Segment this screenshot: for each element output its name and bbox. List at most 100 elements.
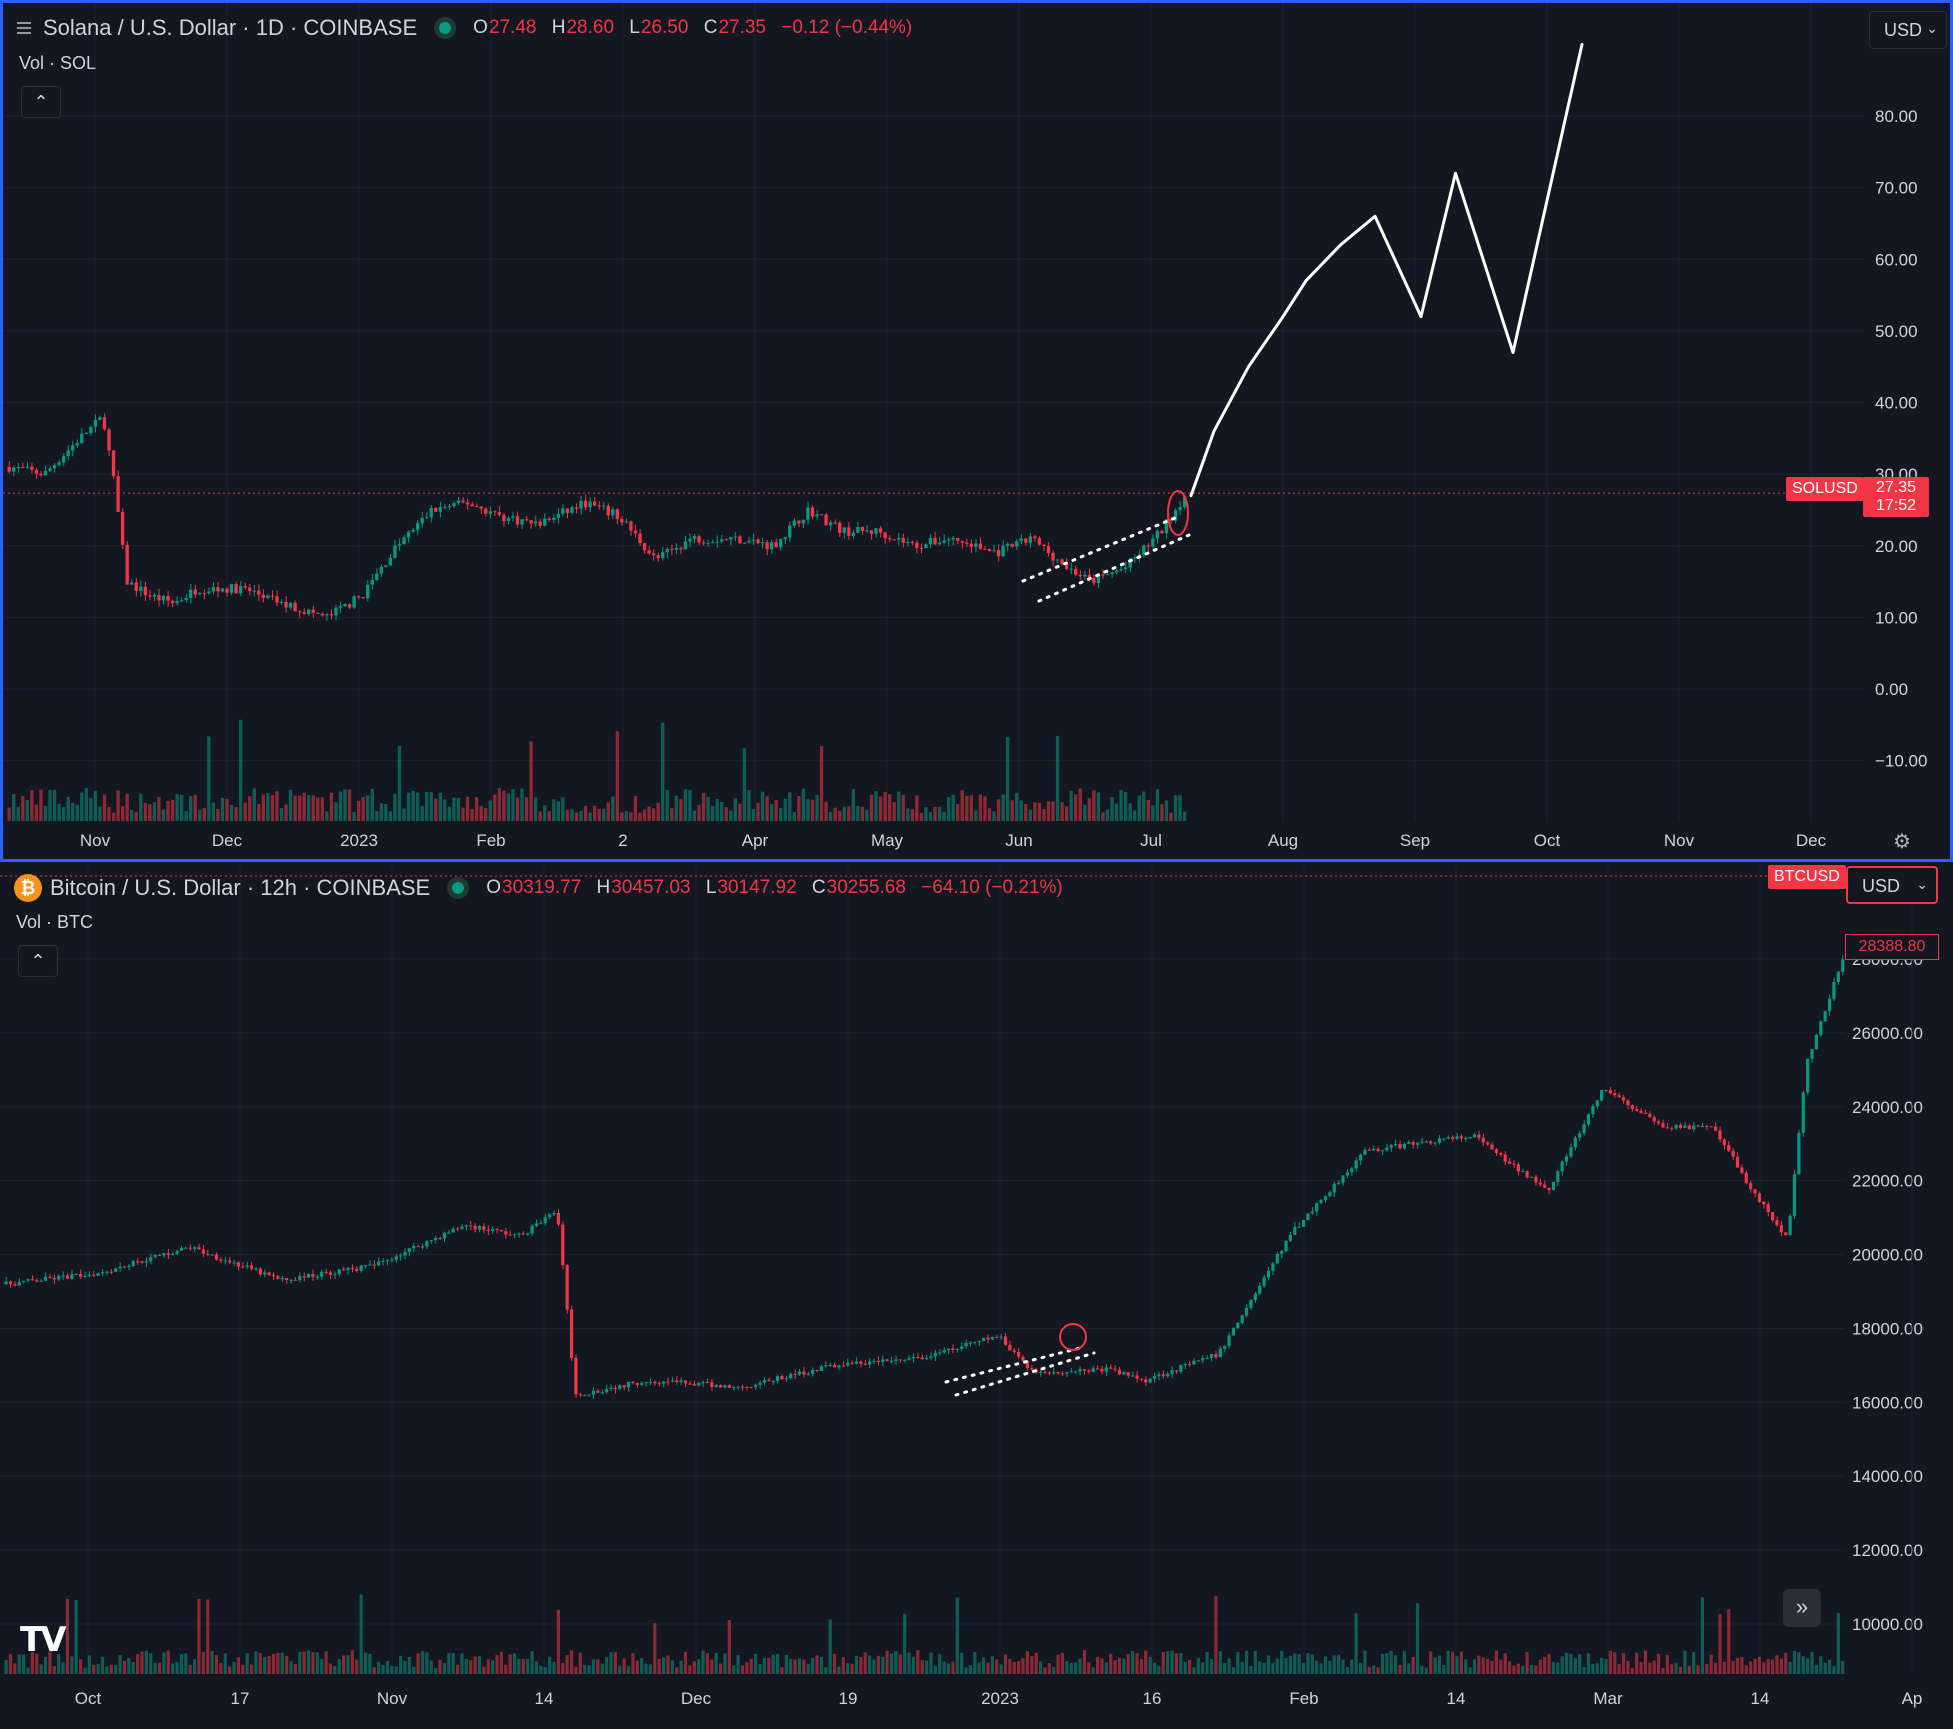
candle-body xyxy=(569,1309,574,1358)
volume-bar xyxy=(760,791,765,821)
volume-bar xyxy=(1105,809,1110,821)
volume-bar xyxy=(1126,1654,1130,1674)
volume-bar xyxy=(504,1664,508,1674)
candle-body xyxy=(1328,1192,1332,1197)
candle-body xyxy=(1060,559,1064,565)
volume-bar xyxy=(26,1667,30,1674)
volume-bar xyxy=(1341,1659,1345,1674)
candle-body xyxy=(883,532,887,539)
bitcoin-symbol-title[interactable]: Bitcoin / U.S. Dollar · 12h · COINBASE xyxy=(50,875,431,900)
solana-symbol-title[interactable]: Solana / U.S. Dollar · 1D · COINBASE xyxy=(43,15,418,40)
volume-bar xyxy=(379,803,383,821)
volume-bar xyxy=(149,1653,153,1674)
volume-bar xyxy=(162,1652,166,1674)
bitcoin-volume-label[interactable]: Vol · BTC xyxy=(16,912,94,932)
candle-body xyxy=(192,1247,197,1249)
volume-bar xyxy=(751,809,756,821)
gear-icon[interactable]: ⚙ xyxy=(1893,831,1911,853)
candle-body xyxy=(39,1280,43,1282)
candle-body xyxy=(399,1255,403,1257)
volume-bar xyxy=(279,808,284,821)
volume-bar xyxy=(48,790,52,821)
x-axis-tick-label: Dec xyxy=(681,1689,712,1708)
volume-bar xyxy=(429,792,433,821)
volume-bar xyxy=(397,745,402,821)
candle-body xyxy=(806,507,810,520)
volume-bar xyxy=(1091,1667,1095,1674)
candle-body xyxy=(969,543,973,547)
candle-body xyxy=(1407,1142,1411,1144)
hamburger-icon[interactable] xyxy=(17,21,33,35)
candle-body xyxy=(802,1371,806,1375)
volume-bar xyxy=(484,807,488,821)
volume-bar xyxy=(552,799,556,821)
volume-bar xyxy=(1705,1663,1709,1674)
volume-bar xyxy=(1060,1652,1065,1674)
x-axis-tick-label: 2023 xyxy=(340,831,378,850)
volume-bar xyxy=(615,731,619,821)
candle-body xyxy=(403,1251,407,1256)
volume-bar xyxy=(881,1656,885,1674)
candle-body xyxy=(881,1359,885,1362)
volume-bar xyxy=(75,804,79,821)
candle-body xyxy=(925,1357,929,1360)
volume-bar xyxy=(938,1654,942,1674)
volume-bar xyxy=(1332,1655,1336,1674)
solana-chart-canvas[interactable]: 80.0070.0060.0050.0040.0030.0020.0010.00… xyxy=(3,3,1950,859)
volume-bar xyxy=(1083,804,1087,821)
candle-body xyxy=(596,1390,600,1393)
candle-body xyxy=(189,589,193,598)
volume-bar xyxy=(34,804,39,821)
volume-bar xyxy=(25,800,29,821)
candle-body xyxy=(425,1241,429,1247)
candle-body xyxy=(1626,1100,1630,1106)
bitcoin-chart-pane[interactable]: 28000.0026000.0024000.0022000.0020000.00… xyxy=(0,862,1953,1729)
volume-bar xyxy=(70,1656,74,1674)
volume-bar xyxy=(797,796,801,821)
volume-bar xyxy=(591,1659,596,1674)
candle-body xyxy=(1021,1356,1025,1361)
candle-body xyxy=(626,1381,631,1388)
candle-body xyxy=(951,1348,955,1350)
y-axis-tick-label: 24000.00 xyxy=(1852,1098,1923,1117)
volume-bar xyxy=(1389,1650,1393,1674)
candle-body xyxy=(497,512,501,515)
candle-body xyxy=(1779,1225,1783,1233)
candle-body xyxy=(216,587,220,592)
solana-volume-label[interactable]: Vol · SOL xyxy=(19,53,97,73)
volume-bar xyxy=(249,1664,254,1674)
candle-body xyxy=(1358,1154,1363,1161)
volume-bar xyxy=(1788,1661,1792,1674)
candle-body xyxy=(1762,1201,1766,1205)
solana-currency-button[interactable]: USD ⌄ xyxy=(1869,11,1947,49)
volume-bar xyxy=(736,1654,740,1674)
candle-body xyxy=(122,1266,127,1268)
candle-body xyxy=(1110,572,1114,575)
volume-bar xyxy=(969,795,973,821)
candle-body xyxy=(420,517,424,524)
volume-bar xyxy=(1757,1656,1762,1674)
candle-body xyxy=(197,1247,201,1250)
chevron-up-icon[interactable]: ⌃ xyxy=(21,86,61,118)
double-chevron-right-icon[interactable]: » xyxy=(1783,1589,1821,1627)
bitcoin-chart-canvas[interactable]: 28000.0026000.0024000.0022000.0020000.00… xyxy=(0,862,1953,1729)
chevron-up-icon[interactable]: ⌃ xyxy=(18,945,58,977)
candle-body xyxy=(57,462,61,466)
volume-bar xyxy=(1380,1653,1385,1674)
candle-body xyxy=(1271,1263,1275,1271)
volume-bar xyxy=(1038,1661,1043,1674)
candle-body xyxy=(1055,559,1060,561)
volume-bar xyxy=(837,1666,841,1674)
solana-chart-pane[interactable]: 80.00 70.00 60.00 50.00 40.00 30.00 20.00 10.00… xyxy=(0,0,1953,862)
volume-bar xyxy=(679,798,683,821)
volume-bar xyxy=(874,791,878,821)
currency-label: USD xyxy=(1862,876,1901,896)
volume-bar xyxy=(211,802,216,821)
bitcoin-currency-button[interactable]: USD ⌄ xyxy=(1846,866,1938,904)
candle-body xyxy=(225,588,229,593)
candle-body xyxy=(797,1371,802,1375)
volume-bar xyxy=(978,794,983,821)
volume-bar xyxy=(983,796,987,821)
volume-bar xyxy=(705,1653,710,1674)
open-value: 27.48 xyxy=(488,17,537,38)
